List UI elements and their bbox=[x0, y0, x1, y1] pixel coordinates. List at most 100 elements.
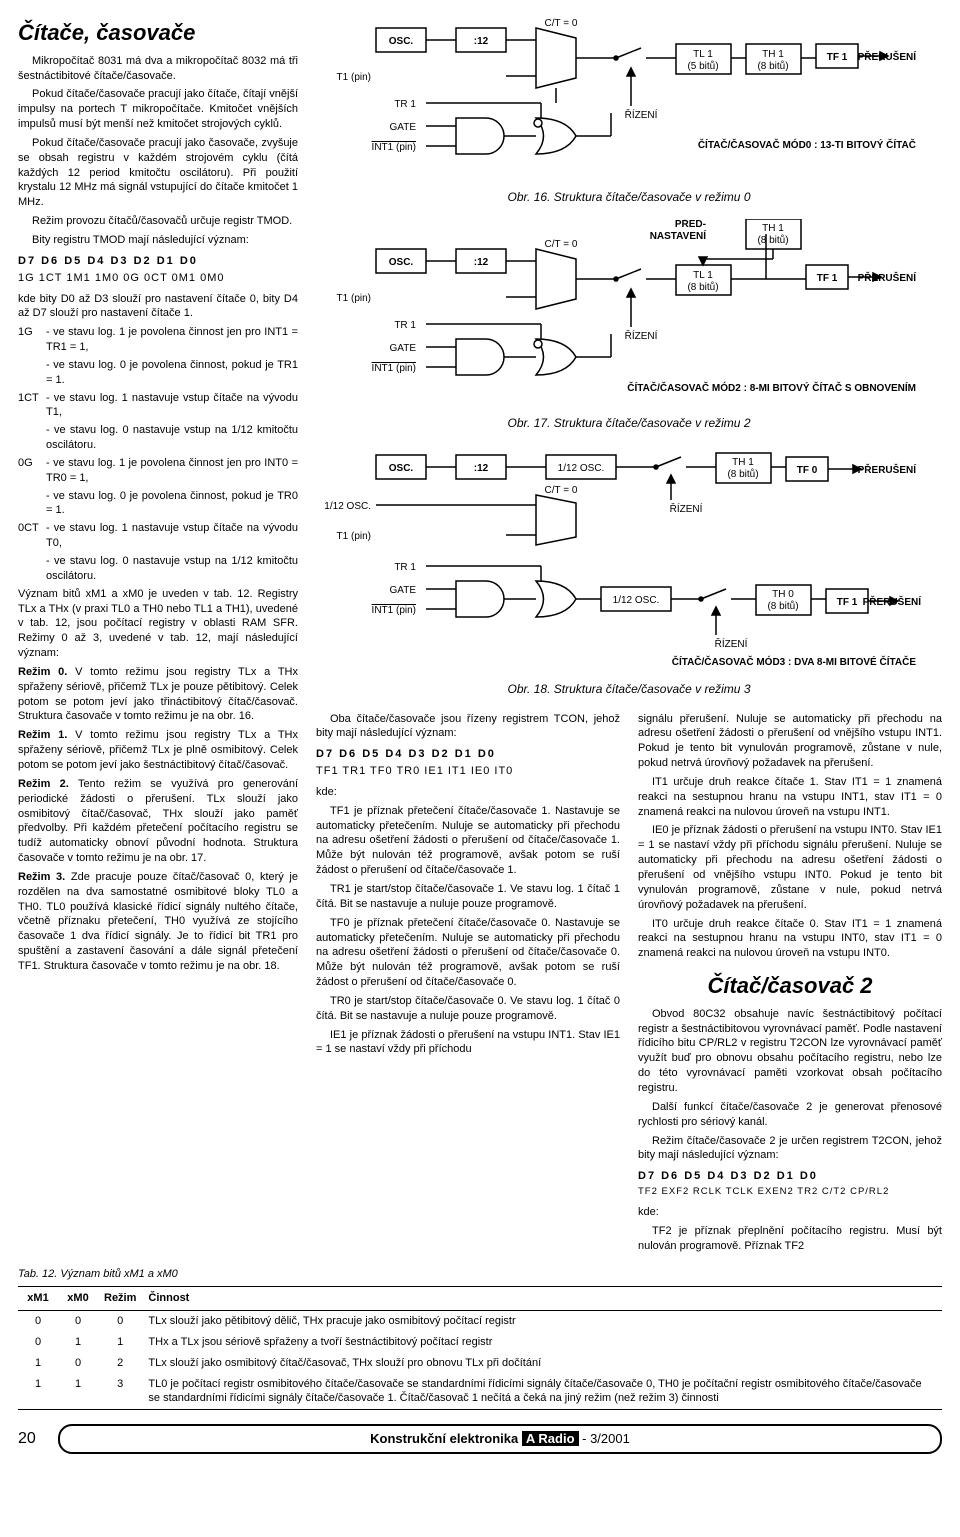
svg-text:TR 1: TR 1 bbox=[394, 320, 416, 331]
band-col-mid: Oba čítače/časovače jsou řízeny registre… bbox=[316, 712, 620, 1258]
tag-0ct: 0CT bbox=[18, 521, 46, 583]
caption-18: Obr. 18. Struktura čítače/časovače v rež… bbox=[316, 681, 942, 697]
svg-text:1/12 OSC.: 1/12 OSC. bbox=[613, 595, 660, 606]
table-cell: 2 bbox=[98, 1353, 142, 1374]
svg-text:C/T = 0: C/T = 0 bbox=[545, 239, 578, 250]
top-row: Čítače, časovače Mikropočítač 8031 má dv… bbox=[18, 18, 942, 1257]
tag-1ct: 1CT bbox=[18, 391, 46, 453]
def-0g-b: - ve stavu log. 0 je povolena činnost, p… bbox=[46, 489, 298, 519]
svg-text:TF 0: TF 0 bbox=[797, 465, 818, 476]
table-12: xM1 xM0 Režim Činnost 000TLx slouží jako… bbox=[18, 1286, 942, 1410]
table-cell: 1 bbox=[58, 1332, 98, 1353]
mid-tf0: TF0 je příznak přetečení čítače/časovače… bbox=[316, 916, 620, 990]
table-cell: 0 bbox=[98, 1311, 142, 1332]
footer-box: Konstrukční elektronika A Radio - 3/2001 bbox=[58, 1424, 942, 1454]
title-main: Čítače, časovače bbox=[18, 18, 298, 48]
svg-text:T1 (pin): T1 (pin) bbox=[337, 72, 371, 83]
bits-values-1: 1G 1CT 1M1 1M0 0G 0CT 0M1 0M0 bbox=[18, 271, 298, 286]
band-col-right: signálu přerušení. Nuluje se automaticky… bbox=[638, 712, 942, 1258]
svg-text:T1 (pin): T1 (pin) bbox=[337, 531, 371, 542]
cc2-p3: Režim čítače/časovače 2 je určen registr… bbox=[638, 1134, 942, 1164]
svg-text:TH 1: TH 1 bbox=[732, 457, 754, 468]
svg-text:GATE: GATE bbox=[390, 585, 417, 596]
table-row: 113TL0 je počítací registr osmibitového … bbox=[18, 1374, 942, 1410]
svg-text:OSC.: OSC. bbox=[389, 463, 414, 474]
cc2-p1: Obvod 80C32 obsahuje navíc šestnáctibito… bbox=[638, 1007, 942, 1096]
svg-text:OSC.: OSC. bbox=[389, 257, 414, 268]
svg-text:PŘERUŠENÍ: PŘERUŠENÍ bbox=[858, 271, 917, 284]
bits-values-3: TF2 EXF2 RCLK TCLK EXEN2 TR2 C/T2 CP/RL2 bbox=[638, 1186, 942, 1199]
kde2: kde: bbox=[638, 1205, 942, 1220]
def-1ct: 1CT - ve stavu log. 1 nastavuje vstup čí… bbox=[18, 391, 298, 453]
tag-0g: 0G bbox=[18, 456, 46, 518]
caption-16: Obr. 16. Struktura čítače/časovače v rež… bbox=[316, 189, 942, 205]
svg-text:ŘÍZENÍ: ŘÍZENÍ bbox=[670, 502, 703, 515]
svg-text:TF 1: TF 1 bbox=[817, 273, 838, 284]
svg-text:PŘERUŠENÍ: PŘERUŠENÍ bbox=[858, 463, 917, 476]
figure-16: OSC. :12 C/T = 0 T1 (pin) TR 1 GATE INT1… bbox=[316, 18, 942, 205]
def-1g-b: - ve stavu log. 0 je povolena činnost, p… bbox=[46, 358, 298, 388]
svg-text:TL 1: TL 1 bbox=[693, 49, 713, 60]
svg-text::12: :12 bbox=[474, 463, 489, 474]
table-cell: 0 bbox=[58, 1353, 98, 1374]
svg-text:1/12 OSC.: 1/12 OSC. bbox=[324, 501, 371, 512]
page: Čítače, časovače Mikropočítač 8031 má dv… bbox=[18, 18, 942, 1454]
r1: Režim 1. V tomto režimu jsou registry TL… bbox=[18, 728, 298, 773]
table-header-row: xM1 xM0 Režim Činnost bbox=[18, 1287, 942, 1311]
def-1g: 1G - ve stavu log. 1 je povolena činnost… bbox=[18, 325, 298, 387]
table-cell: 1 bbox=[18, 1353, 58, 1374]
svg-text:ČÍTAČ/ČASOVAČ MÓD3 : DVA 8-MI: ČÍTAČ/ČASOVAČ MÓD3 : DVA 8-MI BITOVÉ ČÍT… bbox=[672, 655, 917, 668]
svg-text:(8 bitů): (8 bitů) bbox=[757, 60, 788, 72]
svg-text:TF 1: TF 1 bbox=[827, 52, 848, 63]
table-cell: 0 bbox=[18, 1311, 58, 1332]
right-p1: signálu přerušení. Nuluje se automaticky… bbox=[638, 712, 942, 771]
left-column: Čítače, časovače Mikropočítač 8031 má dv… bbox=[18, 18, 298, 1257]
p5: Bity registru TMOD mají následující význ… bbox=[18, 233, 298, 248]
svg-text:PŘERUŠENÍ: PŘERUŠENÍ bbox=[863, 595, 922, 608]
svg-text:TH 0: TH 0 bbox=[772, 589, 794, 600]
def-1ct-a: - ve stavu log. 1 nastavuje vstup čítače… bbox=[46, 391, 298, 421]
figure-18: OSC. :12 1/12 OSC. 1/12 OSC. C/T = 0 T1 … bbox=[316, 445, 942, 697]
table-cell: 1 bbox=[58, 1374, 98, 1410]
svg-text:1/12 OSC.: 1/12 OSC. bbox=[558, 463, 605, 474]
mid-tr0: TR0 je start/stop čítače/časovače 0. Ve … bbox=[316, 994, 620, 1024]
svg-text:INT1 (pin): INT1 (pin) bbox=[372, 363, 416, 374]
def-1g-a: - ve stavu log. 1 je povolena činnost je… bbox=[46, 325, 298, 355]
r2: Režim 2. Tento režim se využívá pro gene… bbox=[18, 777, 298, 866]
bits-header-3: D7 D6 D5 D4 D3 D2 D1 D0 bbox=[638, 1169, 942, 1184]
right-ie0: IE0 je příznak žádosti o přerušení na vs… bbox=[638, 823, 942, 912]
right-it0: IT0 určuje druh reakce čítače 0. Stav IT… bbox=[638, 917, 942, 962]
r0: Režim 0. V tomto režimu jsou registry TL… bbox=[18, 665, 298, 724]
mid-ie1: IE1 je příznak žádosti o přerušení na vs… bbox=[316, 1028, 620, 1058]
svg-text:TR 1: TR 1 bbox=[394, 562, 416, 573]
svg-text:(8 bitů): (8 bitů) bbox=[757, 234, 788, 246]
svg-text:PŘED-: PŘED- bbox=[675, 219, 706, 230]
svg-text:TR 1: TR 1 bbox=[394, 99, 416, 110]
svg-text:C/T = 0: C/T = 0 bbox=[545, 485, 578, 496]
r3: Režim 3. Zde pracuje pouze čítač/časovač… bbox=[18, 870, 298, 974]
cc2-p2: Další funkcí čítače/časovače 2 je genero… bbox=[638, 1100, 942, 1130]
mid-p1: Oba čítače/časovače jsou řízeny registre… bbox=[316, 712, 620, 742]
p6: kde bity D0 až D3 slouží pro nastavení č… bbox=[18, 292, 298, 322]
title-cc2: Čítač/časovač 2 bbox=[638, 971, 942, 1001]
svg-text::12: :12 bbox=[474, 257, 489, 268]
p2: Pokud čítače/časovače pracují jako čítač… bbox=[18, 87, 298, 132]
mid-tf1: TF1 je příznak přetečení čítače/časovače… bbox=[316, 804, 620, 878]
th-xm1: xM1 bbox=[18, 1287, 58, 1311]
svg-text:NASTAVENÍ: NASTAVENÍ bbox=[650, 229, 707, 242]
svg-text:TH 1: TH 1 bbox=[762, 49, 784, 60]
svg-text:C/T = 0: C/T = 0 bbox=[545, 18, 578, 29]
svg-text:TL 1: TL 1 bbox=[693, 270, 713, 281]
svg-text:GATE: GATE bbox=[390, 343, 417, 354]
table-cell: TLx slouží jako osmibitový čítač/časovač… bbox=[142, 1353, 942, 1374]
cc2-tf2: TF2 je příznak přeplnění počítacího regi… bbox=[638, 1224, 942, 1254]
svg-text:OSC.: OSC. bbox=[389, 36, 414, 47]
svg-text::12: :12 bbox=[474, 36, 489, 47]
th-cinnost: Činnost bbox=[142, 1287, 942, 1311]
svg-text:ŘÍZENÍ: ŘÍZENÍ bbox=[625, 108, 658, 121]
table-cell: 0 bbox=[18, 1332, 58, 1353]
table-cell: TLx slouží jako pětibitový dělič, THx pr… bbox=[142, 1311, 942, 1332]
tab12-title: Tab. 12. Význam bitů xM1 a xM0 bbox=[18, 1267, 942, 1282]
tag-1g: 1G bbox=[18, 325, 46, 387]
figure-17: OSC. :12 C/T = 0 T1 (pin) TR 1 GATE INT1… bbox=[316, 219, 942, 431]
